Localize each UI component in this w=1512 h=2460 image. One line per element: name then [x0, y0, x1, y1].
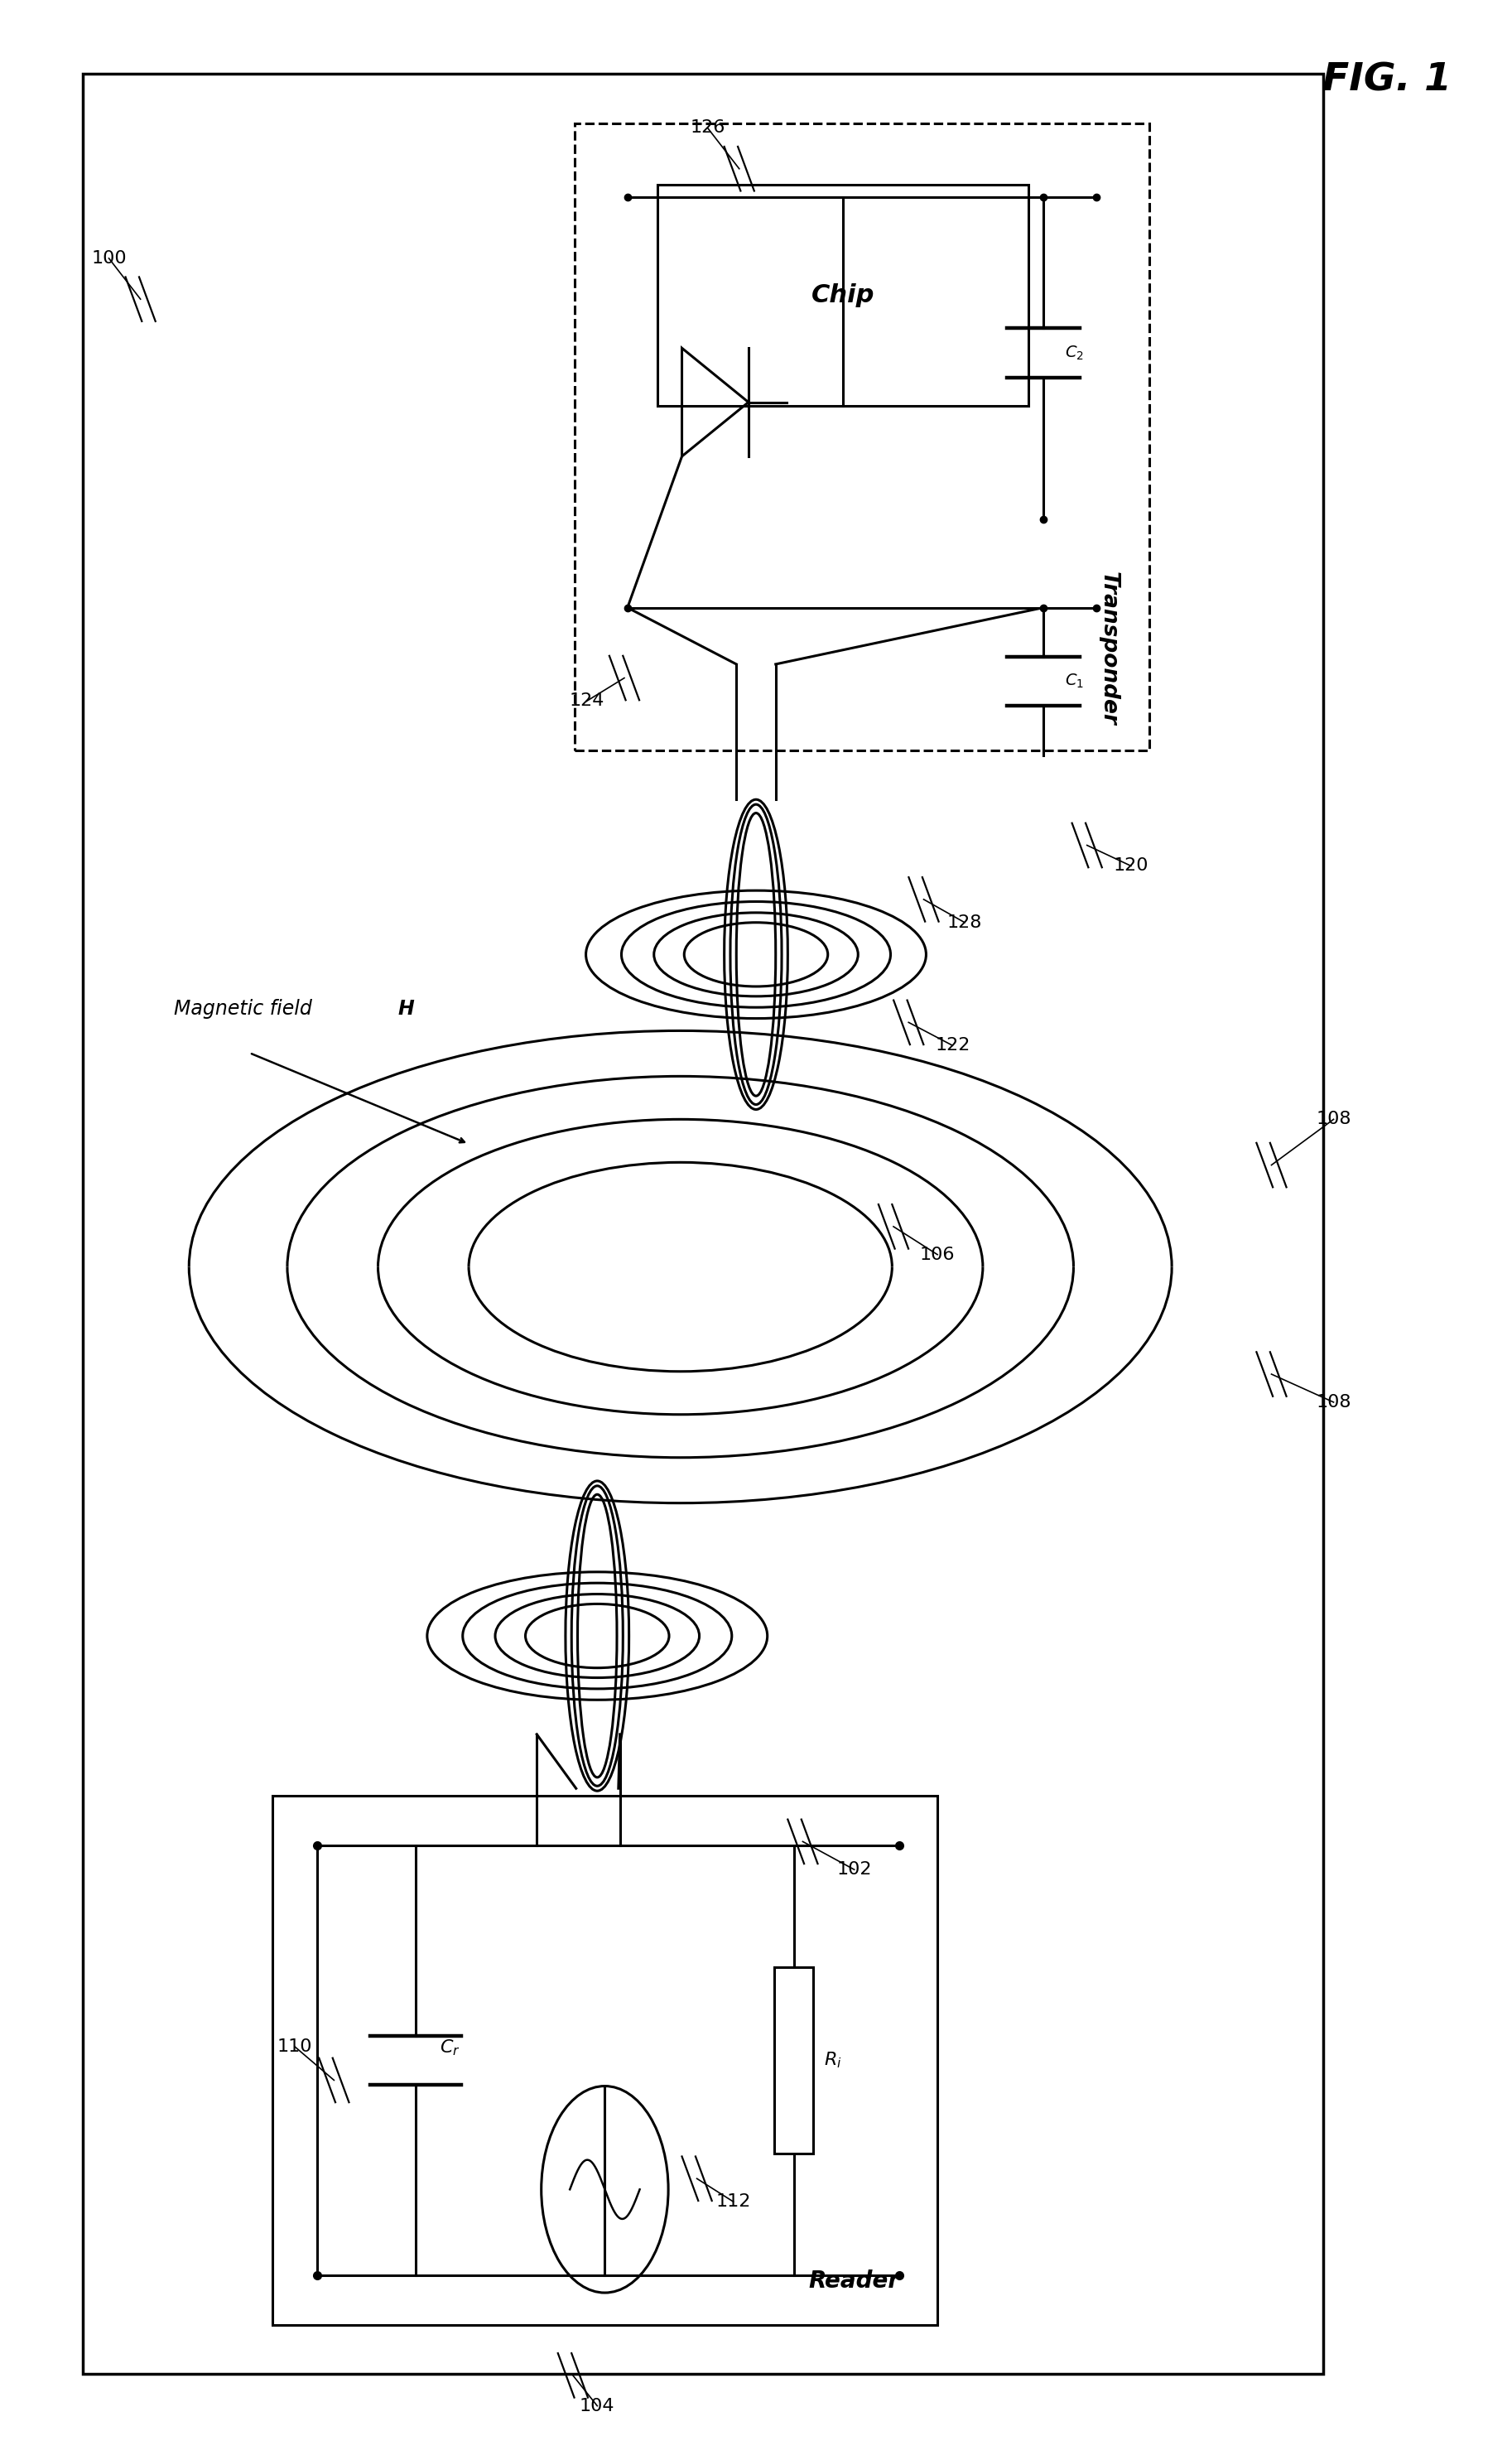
Text: 120: 120: [1113, 859, 1149, 873]
Text: Magnetic field: Magnetic field: [174, 999, 318, 1018]
Bar: [272, 1796, 937, 2325]
Text: 106: 106: [919, 1247, 956, 1262]
Text: 108: 108: [1315, 1112, 1352, 1127]
Bar: [774, 1968, 813, 2155]
Text: 110: 110: [277, 2039, 313, 2054]
Text: 108: 108: [1315, 1395, 1352, 1410]
Text: $C_r$: $C_r$: [440, 2039, 461, 2057]
Bar: [575, 123, 1149, 750]
Text: FIG. 1: FIG. 1: [1323, 62, 1452, 98]
Text: Transponder: Transponder: [1098, 571, 1119, 726]
Text: 102: 102: [836, 1862, 872, 1877]
Text: $C_2$: $C_2$: [1064, 344, 1084, 362]
Bar: [83, 74, 1323, 2374]
Text: 126: 126: [689, 121, 726, 135]
Text: 104: 104: [579, 2398, 615, 2413]
Text: 124: 124: [569, 694, 605, 708]
Text: 122: 122: [934, 1038, 971, 1053]
Bar: [658, 184, 1028, 406]
Text: 112: 112: [715, 2194, 751, 2209]
Text: $C_1$: $C_1$: [1064, 672, 1084, 691]
Text: Reader: Reader: [809, 2271, 900, 2293]
Text: H: H: [398, 999, 414, 1018]
Text: $R_i$: $R_i$: [824, 2052, 842, 2069]
Text: 128: 128: [947, 915, 983, 930]
Text: 100: 100: [91, 251, 127, 266]
Text: Chip: Chip: [812, 283, 874, 308]
